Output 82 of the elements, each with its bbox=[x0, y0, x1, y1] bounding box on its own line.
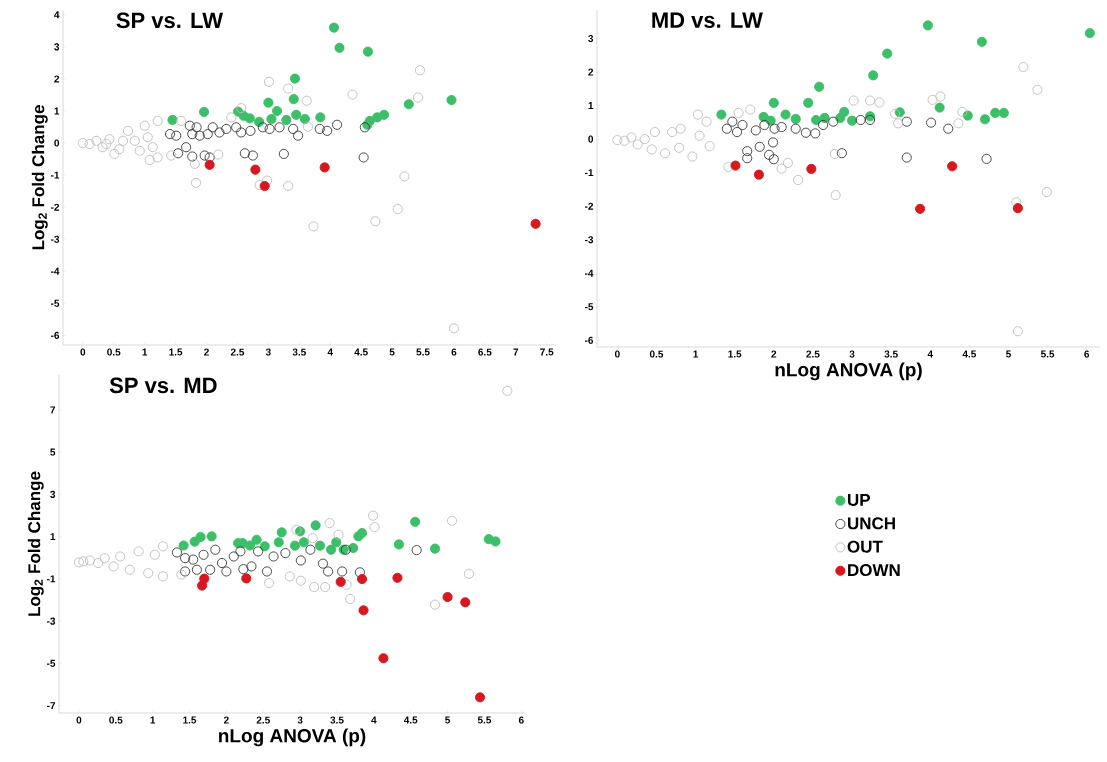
y-tick-label: 5 bbox=[50, 448, 56, 456]
x-tick-label: 0 bbox=[80, 348, 86, 356]
x-tick-label: 3.5 bbox=[330, 716, 344, 724]
x-tick-label: 1.5 bbox=[728, 350, 742, 358]
x-tick-label: 4.5 bbox=[962, 350, 977, 358]
y-tick-label: 1 bbox=[54, 107, 60, 115]
x-tick-label: 6 bbox=[451, 348, 457, 356]
x-tick-label: 1 bbox=[142, 348, 148, 356]
legend-label: OUT bbox=[847, 540, 883, 553]
x-tick-label: 4 bbox=[371, 716, 377, 724]
y-axis-title: Log$_{2}$ Fold Change bbox=[27, 471, 44, 616]
x-tick-label: 3 bbox=[849, 350, 855, 358]
y-tick-label: 3 bbox=[588, 34, 594, 43]
x-tick-label: 4 bbox=[927, 350, 933, 358]
x-tick-label: 0.5 bbox=[109, 716, 123, 724]
x-tick-label: 6 bbox=[518, 716, 524, 724]
x-tick-label: 7 bbox=[513, 348, 519, 356]
x-tick-label: 5.5 bbox=[1040, 350, 1055, 358]
x-tick-label: 1.5 bbox=[183, 716, 197, 724]
chart-title: MD vs. LW bbox=[652, 12, 763, 28]
chart-title: SP vs. LW bbox=[116, 12, 224, 29]
y-tick-label: -4 bbox=[50, 267, 60, 275]
y-tick-label: 1 bbox=[50, 533, 56, 541]
x-tick-label: 0 bbox=[76, 716, 82, 724]
x-tick-label: 2.5 bbox=[230, 348, 245, 356]
legend-label: UP bbox=[847, 494, 870, 506]
y-tick-label: -1 bbox=[50, 171, 60, 179]
x-tick-label: 0.5 bbox=[107, 348, 121, 356]
x-tick-label: 4.5 bbox=[403, 716, 418, 724]
x-tick-label: 7.5 bbox=[540, 348, 554, 356]
y-tick-label: 1 bbox=[588, 102, 594, 109]
x-tick-label: 3.5 bbox=[884, 350, 898, 358]
x-tick-label: 1.5 bbox=[169, 348, 183, 356]
y-tick-label: 0 bbox=[54, 139, 60, 147]
x-tick-label: 3.5 bbox=[292, 348, 306, 356]
x-tick-label: 6 bbox=[1084, 350, 1090, 358]
y-tick-label: -2 bbox=[584, 202, 594, 210]
y-tick-label: -6 bbox=[584, 336, 594, 344]
x-tick-label: 1 bbox=[693, 350, 699, 358]
y-tick-label: 2 bbox=[54, 75, 60, 83]
x-tick-label: 5 bbox=[445, 716, 451, 724]
y-tick-label: -1 bbox=[584, 169, 594, 177]
y-tick-label: -3 bbox=[50, 235, 60, 243]
y-tick-label: -3 bbox=[46, 617, 56, 625]
x-tick-label: 3 bbox=[265, 348, 271, 356]
x-tick-label: 6.5 bbox=[478, 348, 492, 356]
y-tick-label: 3 bbox=[50, 490, 56, 498]
y-tick-label: -5 bbox=[50, 299, 60, 307]
x-tick-label: 2.5 bbox=[806, 350, 820, 358]
y-tick-label: 7 bbox=[50, 406, 56, 414]
x-tick-label: 5 bbox=[389, 348, 395, 356]
x-tick-label: 3 bbox=[297, 716, 303, 724]
y-tick-label: -5 bbox=[584, 303, 594, 311]
x-tick-label: 0 bbox=[614, 350, 620, 358]
x-tick-label: 4 bbox=[327, 348, 333, 356]
x-tick-label: 2 bbox=[204, 348, 209, 356]
x-tick-label: 5.5 bbox=[477, 716, 492, 724]
legend-label: DOWN bbox=[848, 564, 900, 577]
y-tick-label: -6 bbox=[50, 331, 60, 339]
chart-title: SP vs. MD bbox=[109, 377, 217, 394]
x-tick-label: 2 bbox=[771, 350, 777, 358]
y-tick-label: 4 bbox=[54, 11, 60, 19]
y-axis-title: Log$_{2}$ Fold Change bbox=[31, 105, 48, 250]
x-tick-label: 5.5 bbox=[416, 348, 430, 356]
x-tick-label: 5 bbox=[1006, 350, 1011, 358]
x-tick-label: 0.5 bbox=[649, 350, 664, 358]
y-tick-label: -7 bbox=[46, 702, 56, 710]
x-axis-title: nLog ANOVA (p) bbox=[219, 728, 366, 747]
y-tick-label: 3 bbox=[54, 43, 60, 51]
y-tick-label: -4 bbox=[584, 269, 594, 277]
y-tick-label: -5 bbox=[46, 659, 56, 667]
y-tick-label: 2 bbox=[588, 68, 594, 76]
y-tick-label: -1 bbox=[46, 575, 56, 583]
y-tick-label: 0 bbox=[588, 135, 594, 143]
x-tick-label: 4.5 bbox=[354, 348, 368, 356]
x-tick-label: 2 bbox=[223, 716, 229, 724]
x-tick-label: 1 bbox=[150, 716, 156, 724]
x-axis-title: nLog ANOVA (p) bbox=[775, 362, 922, 381]
x-tick-label: 2.5 bbox=[256, 716, 270, 724]
y-tick-label: -2 bbox=[50, 203, 60, 211]
legend-label: UNCH bbox=[847, 517, 895, 530]
y-tick-label: -3 bbox=[584, 236, 594, 244]
